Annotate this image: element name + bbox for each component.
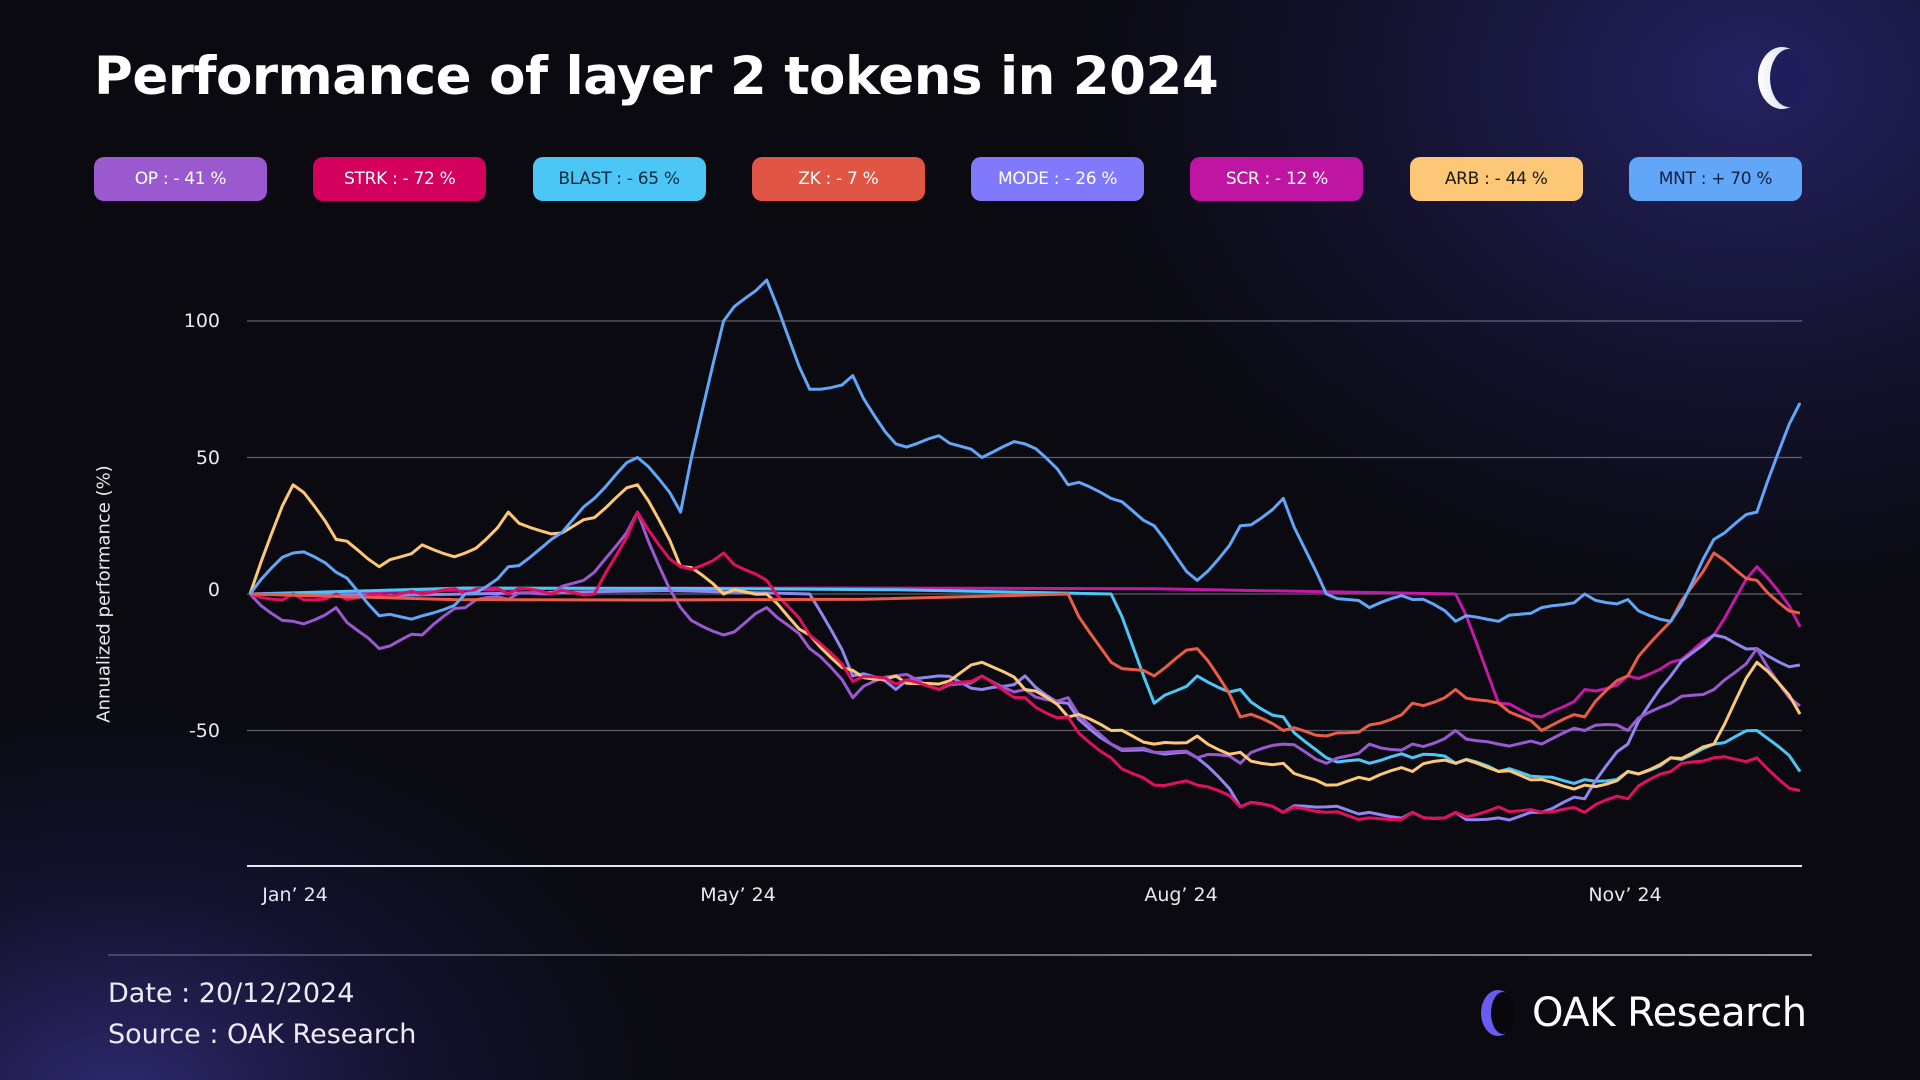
legend-pill-zk[interactable]: ZK : - 7 %: [751, 157, 925, 201]
footer-divider: [108, 954, 1812, 956]
y-tick-minus-50: -50: [188, 720, 220, 742]
series-line-zk: [249, 551, 1801, 738]
x-tick-nov: Nov’ 24: [1588, 884, 1662, 906]
y-tick-0: 0: [207, 579, 220, 601]
series-line-strk: [249, 510, 1801, 821]
legend-pill-op[interactable]: OP : - 41 %: [94, 157, 267, 201]
x-tick-aug: Aug’ 24: [1144, 884, 1218, 906]
brand-name-bold: OAK: [1532, 990, 1615, 1036]
legend: OP : - 41 % STRK : - 72 % BLAST : - 65 % ZK…: [94, 157, 1802, 201]
legend-pill-arb[interactable]: ARB : - 44 %: [1409, 157, 1583, 201]
footer-date: Date : 20/12/2024: [108, 978, 355, 1009]
legend-pill-scr[interactable]: SCR : - 12 %: [1190, 157, 1364, 201]
page-title: Performance of layer 2 tokens in 2024: [94, 46, 1219, 107]
y-tick-100: 100: [183, 310, 220, 332]
y-tick-50: 50: [195, 447, 220, 469]
brand-name-rest: Research: [1614, 990, 1807, 1036]
brand-name: OAK Research: [1532, 990, 1807, 1036]
series-line-mnt: [248, 278, 1802, 623]
series-line-blast: [249, 586, 1802, 785]
legend-pill-mnt[interactable]: MNT : + 70 %: [1629, 157, 1802, 201]
legend-pill-blast[interactable]: BLAST : - 65 %: [532, 157, 706, 201]
footer-source: Source : OAK Research: [108, 1019, 417, 1050]
series-line-arb: [248, 483, 1802, 791]
gridlines: [247, 320, 1802, 732]
x-tick-jan: Jan’ 24: [262, 884, 328, 906]
series-lines: [248, 278, 1802, 822]
legend-pill-strk[interactable]: STRK : - 72 %: [313, 157, 487, 201]
legend-pill-mode[interactable]: MODE : - 26 %: [971, 157, 1145, 201]
series-line-op: [248, 510, 1801, 765]
x-tick-may: May’ 24: [700, 884, 776, 906]
brand-logo: OAK Research: [1478, 988, 1807, 1038]
oak-ring-logo-icon: [1758, 47, 1808, 109]
oak-ring-logo-icon: [1481, 990, 1515, 1036]
